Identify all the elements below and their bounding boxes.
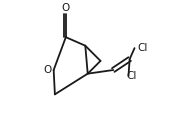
Text: Cl: Cl (126, 71, 137, 81)
Text: O: O (44, 65, 52, 75)
Text: O: O (62, 3, 70, 13)
Text: Cl: Cl (138, 43, 148, 53)
